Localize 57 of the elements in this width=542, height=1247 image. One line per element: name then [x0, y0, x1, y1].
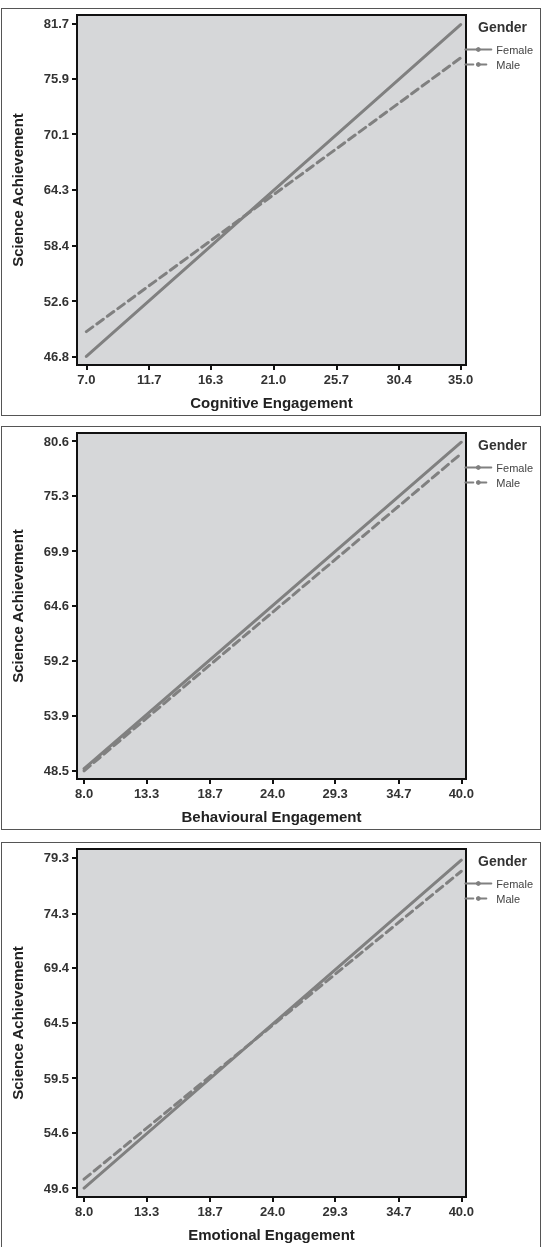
- y-tick-label: 46.8: [43, 348, 69, 364]
- legend-label: Male: [496, 58, 521, 71]
- x-tick-label: 25.7: [323, 372, 349, 387]
- x-tick-label: 24.0: [260, 1204, 286, 1219]
- x-tick-label: 34.7: [386, 786, 412, 801]
- x-tick-label: 24.0: [260, 786, 286, 801]
- x-tick-label: 7.0: [77, 372, 96, 387]
- y-tick-label: 70.1: [43, 126, 69, 142]
- y-tick-label: 81.7: [43, 16, 69, 32]
- y-tick-label: 69.9: [43, 543, 69, 559]
- y-tick-label: 69.4: [43, 960, 70, 976]
- y-tick-label: 54.6: [43, 1125, 69, 1141]
- x-tick-label: 8.0: [75, 1204, 94, 1219]
- x-tick-label: 16.3: [198, 372, 224, 387]
- y-tick-label: 59.2: [43, 653, 69, 669]
- x-tick-label: 34.7: [386, 1204, 412, 1219]
- x-tick-label: 18.7: [197, 786, 223, 801]
- legend-title: Gender: [477, 19, 528, 35]
- y-tick-label: 64.3: [43, 182, 69, 198]
- legend-label: Male: [496, 476, 521, 489]
- y-tick-label: 64.5: [43, 1014, 69, 1030]
- legend-title: Gender: [477, 853, 528, 869]
- x-tick-label: 30.4: [386, 372, 413, 387]
- y-axis-title: Science Achievement: [9, 529, 26, 683]
- legend-label: Female: [496, 461, 534, 474]
- x-tick-label: 13.3: [133, 1204, 160, 1219]
- y-tick-label: 75.9: [43, 71, 69, 87]
- x-tick-label: 29.3: [322, 1204, 348, 1219]
- x-tick-label: 29.3: [322, 786, 348, 801]
- x-axis-title: Emotional Engagement: [188, 1226, 355, 1243]
- y-tick-label: 59.5: [43, 1070, 69, 1086]
- legend-label: Female: [496, 43, 534, 56]
- y-tick-label: 53.9: [43, 707, 69, 723]
- x-tick-label: 21.0: [260, 372, 287, 387]
- y-tick-label: 58.4: [43, 238, 70, 254]
- y-axis-title: Science Achievement: [9, 946, 26, 1100]
- y-tick-label: 74.3: [43, 905, 69, 921]
- legend-label: Male: [496, 892, 521, 905]
- x-axis-title: Cognitive Engagement: [190, 394, 353, 411]
- x-tick-label: 18.7: [197, 1204, 223, 1219]
- y-tick-label: 79.3: [43, 850, 69, 866]
- y-axis-title: Science Achievement: [9, 113, 26, 267]
- x-axis-title: Behavioural Engagement: [181, 808, 362, 825]
- y-tick-label: 49.6: [43, 1180, 69, 1196]
- x-tick-label: 13.3: [133, 786, 160, 801]
- y-tick-label: 64.6: [43, 597, 69, 613]
- y-tick-label: 48.5: [43, 763, 69, 779]
- x-tick-label: 35.0: [448, 372, 474, 387]
- x-tick-label: 11.7: [136, 372, 162, 387]
- x-tick-label: 8.0: [75, 786, 94, 801]
- x-tick-label: 40.0: [448, 786, 474, 801]
- x-tick-label: 40.0: [448, 1204, 474, 1219]
- y-tick-label: 80.6: [43, 433, 69, 449]
- y-tick-label: 75.3: [43, 488, 69, 504]
- legend-label: Female: [496, 877, 534, 890]
- legend-title: Gender: [477, 437, 528, 453]
- y-tick-label: 52.6: [43, 293, 69, 309]
